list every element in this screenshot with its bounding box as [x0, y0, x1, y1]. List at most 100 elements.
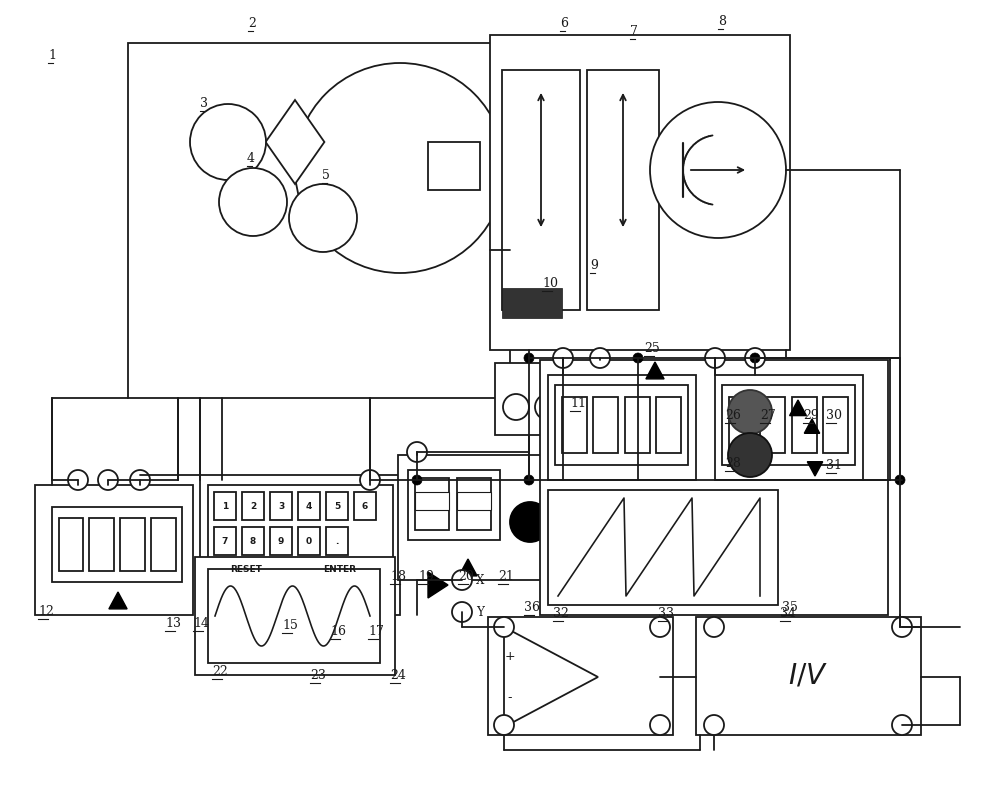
Circle shape	[895, 475, 905, 485]
Circle shape	[650, 715, 670, 735]
Text: 31: 31	[826, 459, 842, 472]
Text: 2: 2	[248, 17, 256, 30]
Text: 32: 32	[553, 607, 569, 620]
Circle shape	[704, 617, 724, 637]
Circle shape	[494, 715, 514, 735]
Text: 12: 12	[38, 605, 54, 618]
Circle shape	[452, 602, 472, 622]
Circle shape	[892, 617, 912, 637]
Text: $I/V$: $I/V$	[788, 663, 828, 690]
Text: 1: 1	[48, 49, 56, 62]
Circle shape	[650, 617, 670, 637]
Text: X: X	[476, 574, 484, 586]
Text: 0: 0	[306, 536, 312, 546]
Circle shape	[705, 348, 725, 368]
Bar	[729, 397, 754, 453]
Polygon shape	[459, 559, 477, 576]
Polygon shape	[428, 572, 448, 598]
Circle shape	[590, 348, 610, 368]
Text: 34: 34	[780, 607, 796, 620]
Bar	[722, 385, 855, 465]
Text: 35: 35	[782, 601, 798, 614]
Bar	[548, 490, 778, 605]
Text: 17: 17	[368, 625, 384, 638]
Polygon shape	[790, 400, 806, 416]
Bar	[495, 363, 563, 435]
Text: 24: 24	[390, 669, 406, 682]
Bar	[548, 375, 696, 480]
Circle shape	[295, 63, 505, 273]
Bar	[562, 397, 587, 453]
Circle shape	[750, 353, 760, 363]
Text: 25: 25	[644, 342, 660, 355]
Text: 22: 22	[212, 665, 228, 678]
Text: 14: 14	[193, 617, 209, 630]
Text: 15: 15	[282, 619, 298, 632]
Bar	[52, 507, 182, 582]
Bar	[214, 492, 236, 520]
Bar	[200, 475, 400, 615]
Text: 8: 8	[718, 15, 726, 28]
Text: 6: 6	[362, 502, 368, 510]
Circle shape	[553, 348, 573, 368]
Text: -: -	[508, 691, 512, 705]
Bar	[428, 142, 480, 190]
Bar	[696, 617, 921, 735]
Circle shape	[728, 390, 772, 434]
Text: 6: 6	[560, 17, 568, 30]
Bar	[540, 360, 888, 615]
Circle shape	[524, 475, 534, 485]
Polygon shape	[807, 461, 823, 476]
Bar	[760, 397, 785, 453]
Bar	[354, 492, 376, 520]
Text: 8: 8	[250, 536, 256, 546]
Circle shape	[407, 442, 427, 462]
Bar	[488, 617, 673, 735]
Bar	[59, 518, 83, 570]
Bar	[209, 558, 284, 580]
Text: 28: 28	[725, 457, 741, 470]
Polygon shape	[804, 419, 820, 433]
Circle shape	[130, 470, 150, 490]
Circle shape	[728, 433, 772, 477]
Circle shape	[704, 715, 724, 735]
Bar	[502, 70, 580, 310]
Bar	[298, 527, 320, 555]
Text: 19: 19	[418, 570, 434, 583]
Circle shape	[633, 353, 643, 363]
Circle shape	[510, 502, 550, 542]
Text: 4: 4	[306, 502, 312, 510]
Circle shape	[633, 475, 643, 485]
Bar	[195, 557, 395, 675]
Circle shape	[360, 470, 380, 490]
Text: 3: 3	[200, 97, 208, 110]
Circle shape	[524, 353, 534, 363]
Text: 21: 21	[498, 570, 514, 583]
Text: 33: 33	[658, 607, 674, 620]
Bar	[490, 35, 790, 350]
Bar	[792, 397, 817, 453]
Text: 9: 9	[590, 259, 598, 272]
Circle shape	[494, 617, 514, 637]
Bar	[408, 470, 500, 540]
Text: 3: 3	[278, 502, 284, 510]
Text: 23: 23	[310, 669, 326, 682]
Bar	[242, 492, 264, 520]
Bar	[35, 485, 193, 615]
Text: 7: 7	[222, 536, 228, 546]
Text: 5: 5	[334, 502, 340, 510]
Text: 36: 36	[524, 601, 540, 614]
Circle shape	[745, 348, 765, 368]
Circle shape	[412, 475, 422, 485]
Bar	[593, 397, 618, 453]
Text: .: .	[335, 536, 339, 546]
Circle shape	[219, 168, 287, 236]
Bar	[398, 455, 550, 580]
Bar	[270, 492, 292, 520]
Circle shape	[289, 184, 357, 252]
Bar	[457, 478, 491, 530]
Bar	[625, 397, 650, 453]
Circle shape	[503, 394, 529, 420]
Bar	[823, 397, 848, 453]
Text: 20: 20	[458, 570, 474, 583]
